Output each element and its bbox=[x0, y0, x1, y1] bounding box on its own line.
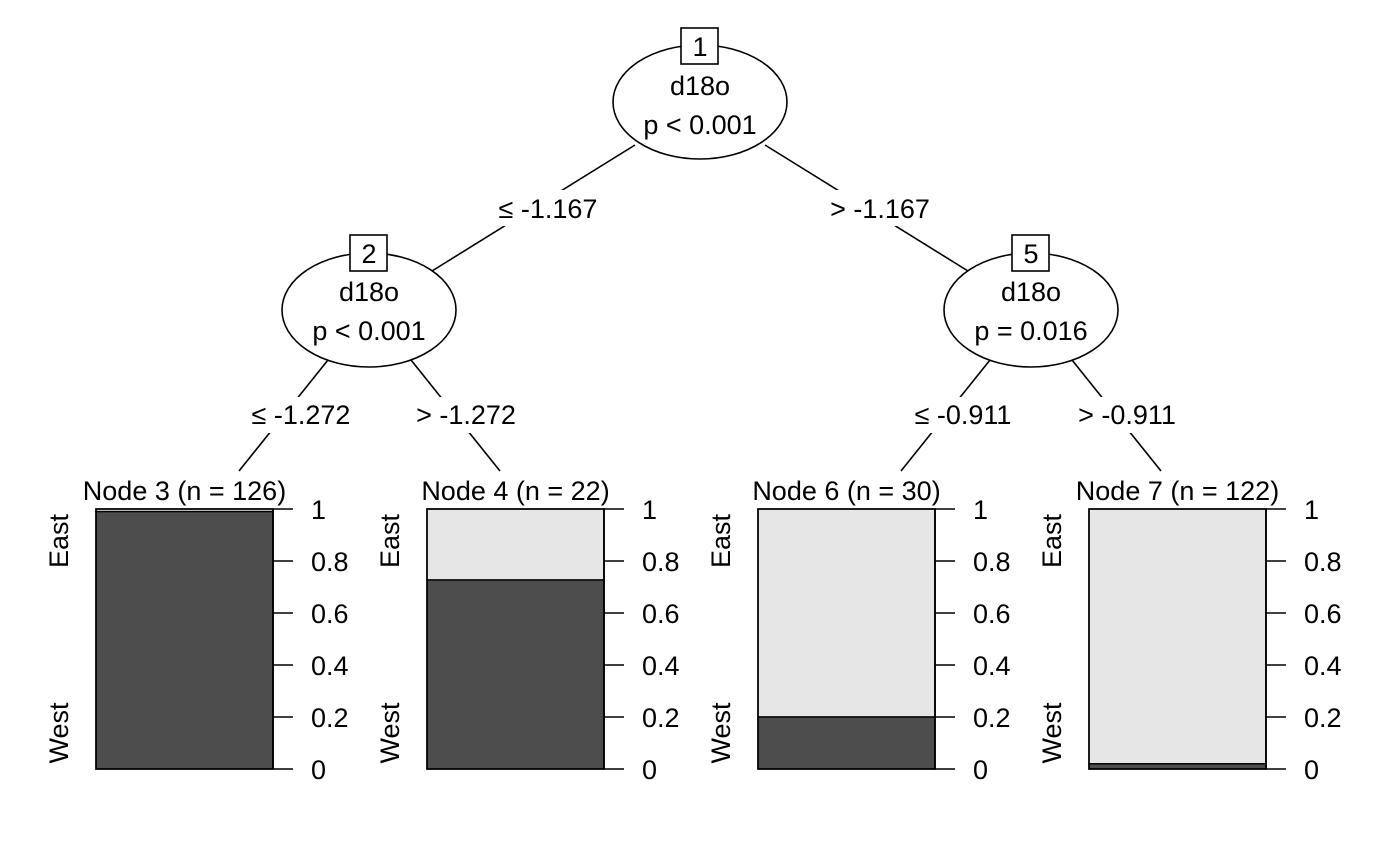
y-tick-label: 0 bbox=[311, 755, 326, 785]
inner-node-2: 2 d18o p < 0.001 bbox=[281, 234, 457, 368]
terminal-node-3: Node 3 (n = 126) 0 0.2 0.4 0.6 0.8 1 East West bbox=[44, 476, 349, 785]
y-tick-label: 0 bbox=[1304, 755, 1319, 785]
category-label-east: East bbox=[44, 513, 74, 568]
node-id: 5 bbox=[1023, 239, 1038, 269]
node-id: 1 bbox=[692, 32, 707, 62]
y-tick-label: 0.8 bbox=[1304, 547, 1342, 577]
terminal-node-7: Node 7 (n = 122) 0 0.2 0.4 0.6 0.8 1 East West bbox=[1037, 476, 1342, 785]
y-tick-label: 0.4 bbox=[1304, 651, 1342, 681]
bar-segment-east bbox=[757, 508, 936, 718]
y-tick-label: 1 bbox=[1304, 495, 1319, 525]
node-id-box bbox=[1011, 234, 1050, 272]
node-variable: d18o bbox=[1001, 277, 1061, 307]
bar-segment-west bbox=[757, 716, 936, 770]
node-id-box bbox=[349, 234, 388, 272]
terminal-node-title: Node 6 (n = 30) bbox=[752, 476, 940, 506]
split-label-5-6: ≤ -0.911 bbox=[915, 400, 1012, 430]
y-tick-label: 0.8 bbox=[973, 547, 1011, 577]
category-label-west: West bbox=[375, 702, 405, 764]
y-tick-label: 0.2 bbox=[642, 703, 680, 733]
y-tick-label: 0.2 bbox=[311, 703, 349, 733]
terminal-node-title: Node 4 (n = 22) bbox=[421, 476, 609, 506]
bar-segment-east bbox=[426, 508, 605, 581]
node-id: 2 bbox=[361, 239, 376, 269]
y-tick-label: 1 bbox=[642, 495, 657, 525]
node-pvalue: p < 0.001 bbox=[312, 316, 425, 346]
y-tick-label: 0.6 bbox=[311, 599, 349, 629]
terminal-node-6: Node 6 (n = 30) 0 0.2 0.4 0.6 0.8 1 East West bbox=[706, 476, 1011, 785]
y-tick-label: 0.4 bbox=[311, 651, 349, 681]
split-label-2-4: > -1.272 bbox=[416, 400, 516, 430]
category-label-west: West bbox=[44, 702, 74, 764]
y-tick-label: 0 bbox=[642, 755, 657, 785]
split-label-1-5: > -1.167 bbox=[830, 194, 930, 224]
split-labels: ≤ -1.167 > -1.167 ≤ -1.272 > -1.272 ≤ -0… bbox=[233, 190, 1195, 433]
y-tick-label: 0.4 bbox=[973, 651, 1011, 681]
category-label-east: East bbox=[1037, 513, 1067, 568]
node-variable: d18o bbox=[339, 277, 399, 307]
y-tick-label: 0.6 bbox=[973, 599, 1011, 629]
terminal-node-4: Node 4 (n = 22) 0 0.2 0.4 0.6 0.8 1 East West bbox=[375, 476, 680, 785]
y-tick-label: 0.6 bbox=[1304, 599, 1342, 629]
node-id-box bbox=[680, 27, 719, 65]
y-tick-label: 0.4 bbox=[642, 651, 680, 681]
category-label-west: West bbox=[706, 702, 736, 764]
bar-segment-west bbox=[95, 510, 274, 770]
split-label-2-3: ≤ -1.272 bbox=[252, 400, 351, 430]
y-tick-label: 0.2 bbox=[1304, 703, 1342, 733]
terminal-node-title: Node 3 (n = 126) bbox=[83, 476, 286, 506]
y-tick-label: 0.2 bbox=[973, 703, 1011, 733]
split-label-5-7: > -0.911 bbox=[1078, 400, 1176, 430]
y-tick-label: 0.6 bbox=[642, 599, 680, 629]
y-tick-label: 0 bbox=[973, 755, 988, 785]
category-label-east: East bbox=[375, 513, 405, 568]
bar-segment-east bbox=[1088, 508, 1267, 765]
node-variable: d18o bbox=[670, 71, 730, 101]
inner-node-5: 5 d18o p = 0.016 bbox=[943, 234, 1119, 368]
category-label-east: East bbox=[706, 513, 736, 568]
y-tick-label: 1 bbox=[973, 495, 988, 525]
split-label-1-2: ≤ -1.167 bbox=[499, 194, 598, 224]
y-tick-label: 0.8 bbox=[311, 547, 349, 577]
inner-node-1: 1 d18o p < 0.001 bbox=[612, 27, 788, 160]
node-pvalue: p < 0.001 bbox=[643, 110, 756, 140]
terminal-node-title: Node 7 (n = 122) bbox=[1076, 476, 1279, 506]
category-label-west: West bbox=[1037, 702, 1067, 764]
node-pvalue: p = 0.016 bbox=[974, 316, 1087, 346]
bar-segment-west bbox=[426, 579, 605, 770]
y-tick-label: 1 bbox=[311, 495, 326, 525]
terminal-nodes: Node 3 (n = 126)00.20.40.60.81EastWestNo… bbox=[44, 476, 1342, 785]
y-tick-label: 0.8 bbox=[642, 547, 680, 577]
